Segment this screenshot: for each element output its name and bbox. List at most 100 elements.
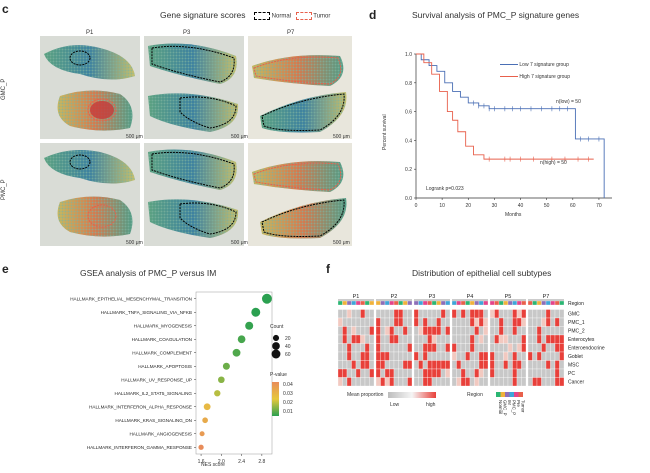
heatmap-cell <box>451 343 457 353</box>
heatmap-cell <box>445 360 451 370</box>
gsea-term-label: HALLMARK_COAGULATION <box>132 337 192 342</box>
heatmap-cell <box>380 377 386 387</box>
heatmap-cell <box>398 360 404 370</box>
heatmap-cell <box>469 360 475 370</box>
heatmap-cell <box>503 351 509 361</box>
heatmap-cell <box>418 309 424 319</box>
heatmap-row-label: Goblet <box>568 354 583 360</box>
heatmap-cell <box>521 300 527 306</box>
heatmap-cell <box>445 377 451 387</box>
heatmap-cell <box>418 326 424 336</box>
heatmap-cell <box>342 317 348 327</box>
heatmap-cell <box>355 368 361 378</box>
row-pmc: PMC_P <box>1 179 7 200</box>
heatmap-cell <box>407 317 413 327</box>
normal-swatch <box>254 12 270 20</box>
heatmap-cell <box>483 326 489 336</box>
heatmap-cell <box>398 326 404 336</box>
gsea-term-label: HALLMARK_IL2_STAT5_SIGNALING <box>115 391 193 396</box>
heatmap-cell <box>369 326 375 336</box>
heatmap-cell <box>384 334 390 344</box>
heatmap-cell <box>413 334 419 344</box>
heatmap-cell <box>532 334 538 344</box>
heatmap-cell <box>436 368 442 378</box>
heatmap-cell <box>498 334 504 344</box>
gsea-dot <box>198 444 204 450</box>
col-p3: P3 <box>183 30 191 36</box>
heatmap-cell <box>559 334 565 344</box>
heatmap-cell <box>536 351 542 361</box>
heatmap-cell <box>398 309 404 319</box>
heatmap-cell <box>440 351 446 361</box>
heatmap-cell <box>507 334 513 344</box>
survival-xtick-label: 50 <box>544 203 550 209</box>
heatmap-cell <box>440 377 446 387</box>
heatmap-cell <box>498 351 504 361</box>
heatmap-cell <box>536 317 542 327</box>
heatmap-row-label: GMC <box>568 312 580 318</box>
heatmap-cell <box>346 360 352 370</box>
heatmap-cell <box>554 368 560 378</box>
scalebar-6: 500 μm <box>333 240 350 246</box>
heatmap-cell <box>498 326 504 336</box>
heatmap-cell <box>527 309 533 319</box>
heatmap-cell <box>474 300 480 306</box>
heatmap-cell <box>503 326 509 336</box>
heatmap-cell <box>364 317 370 327</box>
heatmap-cell <box>478 309 484 319</box>
heatmap-cell <box>369 368 375 378</box>
heatmap-cell <box>445 351 451 361</box>
heatmap-cell <box>407 334 413 344</box>
heatmap-cell <box>427 351 433 361</box>
heatmap-cell <box>402 317 408 327</box>
heatmap-cell <box>355 360 361 370</box>
heatmap-cell <box>498 343 504 353</box>
heatmap-cell <box>389 334 395 344</box>
heatmap-cell <box>507 351 513 361</box>
heatmap-cell <box>474 343 480 353</box>
heatmap-cell <box>559 351 565 361</box>
count-legend-label: 20 <box>285 336 291 342</box>
heatmap-cell <box>337 317 343 327</box>
heatmap-cell <box>469 334 475 344</box>
heatmap-cell <box>536 377 542 387</box>
heatmap-cell <box>521 368 527 378</box>
heatmap-cell <box>550 343 556 353</box>
heatmap-cell <box>498 317 504 327</box>
heatmap-cell <box>469 326 475 336</box>
heatmap-cell <box>360 368 366 378</box>
heatmap-cell <box>384 377 390 387</box>
heatmap-cell <box>451 300 457 306</box>
gsea-term-label: HALLMARK_ANGIOGENESIS <box>129 432 192 437</box>
gsea-dot <box>203 403 211 411</box>
heatmap-cell <box>418 343 424 353</box>
heatmap-cell <box>532 309 538 319</box>
region-swatch <box>496 392 501 397</box>
heatmap-cell <box>364 343 370 353</box>
gsea-xtick-label: 2.8 <box>258 459 265 465</box>
gsea-term-label: HALLMARK_INTERFERON_ALPHA_RESPONSE <box>89 405 192 410</box>
heatmap-cell <box>445 326 451 336</box>
heatmap-cell <box>465 309 471 319</box>
heatmap-cell <box>460 300 466 306</box>
heatmap-cell <box>440 360 446 370</box>
heatmap-cell <box>364 360 370 370</box>
heatmap-cell <box>427 300 433 306</box>
heatmap-cell <box>516 300 522 306</box>
heatmap-cell <box>521 351 527 361</box>
gsea-dot <box>232 348 241 357</box>
heatmap-cell <box>532 317 538 327</box>
heatmap-cell <box>521 326 527 336</box>
region-swatch <box>500 392 505 397</box>
heatmap-cell <box>355 377 361 387</box>
heatmap-row-label: MSC <box>568 363 580 369</box>
heatmap-cell <box>451 326 457 336</box>
heatmap-cell <box>483 368 489 378</box>
row-gmc: GMC_P <box>1 78 7 100</box>
heatmap-cell <box>445 334 451 344</box>
gsea-dot <box>245 321 254 330</box>
heatmap-cell <box>489 368 495 378</box>
heatmap-cell <box>465 368 471 378</box>
panel-c-legend: Normal Tumor <box>254 12 330 20</box>
gsea-frame <box>195 291 273 455</box>
